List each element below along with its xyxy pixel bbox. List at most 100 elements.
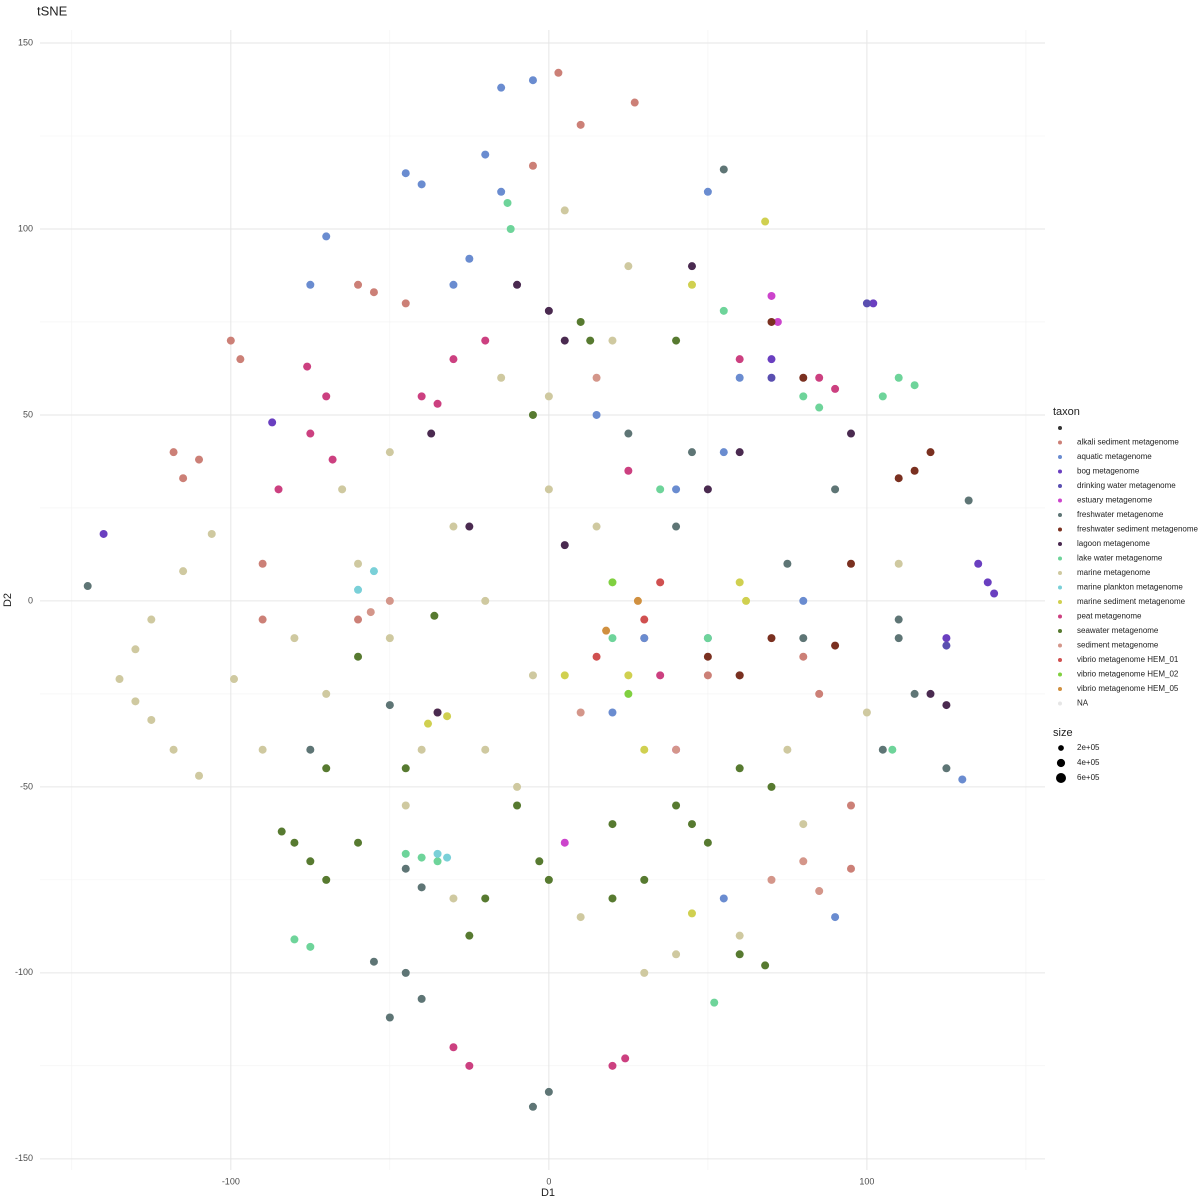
legend-swatch xyxy=(1058,426,1062,430)
point xyxy=(608,336,617,345)
point xyxy=(497,373,506,382)
point xyxy=(799,652,808,661)
legend-label: peat metagenome xyxy=(1077,612,1142,621)
legend-swatch xyxy=(1058,672,1062,677)
point xyxy=(869,299,878,308)
point xyxy=(640,745,649,754)
y-tick-label: -100 xyxy=(15,967,33,977)
point xyxy=(799,392,808,401)
point xyxy=(672,801,681,810)
point xyxy=(169,448,178,457)
point xyxy=(990,589,999,598)
point xyxy=(640,615,649,624)
point xyxy=(633,596,642,605)
point xyxy=(735,764,744,773)
point xyxy=(773,317,782,326)
point xyxy=(926,448,935,457)
legend-swatch xyxy=(1058,484,1062,488)
point xyxy=(799,373,808,382)
point xyxy=(338,485,347,494)
point xyxy=(687,820,696,829)
legend-title: taxon xyxy=(1053,406,1080,418)
point xyxy=(608,634,617,643)
point xyxy=(290,935,299,944)
point xyxy=(687,280,696,289)
point xyxy=(544,485,553,494)
point xyxy=(236,355,245,364)
point xyxy=(481,894,490,903)
point xyxy=(258,745,267,754)
point xyxy=(735,671,744,680)
legend-label: vibrio metagenome HEM_01 xyxy=(1077,655,1179,664)
point xyxy=(544,875,553,884)
legend-label: lagoon metagenome xyxy=(1077,539,1150,548)
point xyxy=(942,634,951,643)
point xyxy=(894,474,903,483)
legend-swatch xyxy=(1058,643,1062,648)
point xyxy=(433,849,442,858)
point xyxy=(761,961,770,970)
point xyxy=(974,559,983,568)
point xyxy=(560,838,569,847)
point xyxy=(983,578,992,587)
legend-swatch xyxy=(1058,469,1062,474)
point xyxy=(99,529,108,538)
point xyxy=(767,634,776,643)
point xyxy=(767,782,776,791)
legend-swatch xyxy=(1058,513,1062,517)
point xyxy=(910,466,919,475)
point xyxy=(815,887,824,896)
point xyxy=(878,745,887,754)
point xyxy=(719,165,728,174)
point xyxy=(592,410,601,419)
point xyxy=(147,715,156,724)
point xyxy=(815,689,824,698)
point xyxy=(401,968,410,977)
point xyxy=(719,306,728,315)
legend-label: lake water metagenome xyxy=(1077,554,1163,563)
point xyxy=(846,559,855,568)
point xyxy=(624,689,633,698)
size-legend-title: size xyxy=(1053,727,1073,739)
legend-label: freshwater metagenome xyxy=(1077,510,1164,519)
point xyxy=(322,232,331,241)
point xyxy=(862,708,871,717)
x-tick-label: -100 xyxy=(222,1176,240,1186)
point xyxy=(401,299,410,308)
legend-label: marine metagenome xyxy=(1077,568,1151,577)
point xyxy=(433,708,442,717)
point xyxy=(560,541,569,550)
legend-swatch xyxy=(1058,556,1062,561)
point xyxy=(433,399,442,408)
point xyxy=(366,608,375,617)
point xyxy=(862,299,871,308)
point xyxy=(888,745,897,754)
point xyxy=(385,596,394,605)
size-legend-label: 2e+05 xyxy=(1077,743,1100,752)
point xyxy=(258,615,267,624)
point xyxy=(481,596,490,605)
size-legend-label: 6e+05 xyxy=(1077,773,1100,782)
point xyxy=(528,410,537,419)
point xyxy=(544,1087,553,1096)
point xyxy=(195,455,204,464)
point xyxy=(687,262,696,271)
point xyxy=(799,634,808,643)
point xyxy=(672,745,681,754)
point xyxy=(656,578,665,587)
point xyxy=(258,559,267,568)
point xyxy=(608,578,617,587)
y-tick-label: 100 xyxy=(18,223,33,233)
legend-label: aquatic metagenome xyxy=(1077,452,1152,461)
point xyxy=(640,968,649,977)
point xyxy=(554,68,563,77)
point xyxy=(427,429,436,438)
point xyxy=(544,306,553,315)
legend-label: marine plankton metagenome xyxy=(1077,583,1183,592)
point xyxy=(831,641,840,650)
y-axis-title: D2 xyxy=(2,593,14,607)
point xyxy=(576,120,585,129)
point xyxy=(506,224,515,233)
point xyxy=(322,875,331,884)
